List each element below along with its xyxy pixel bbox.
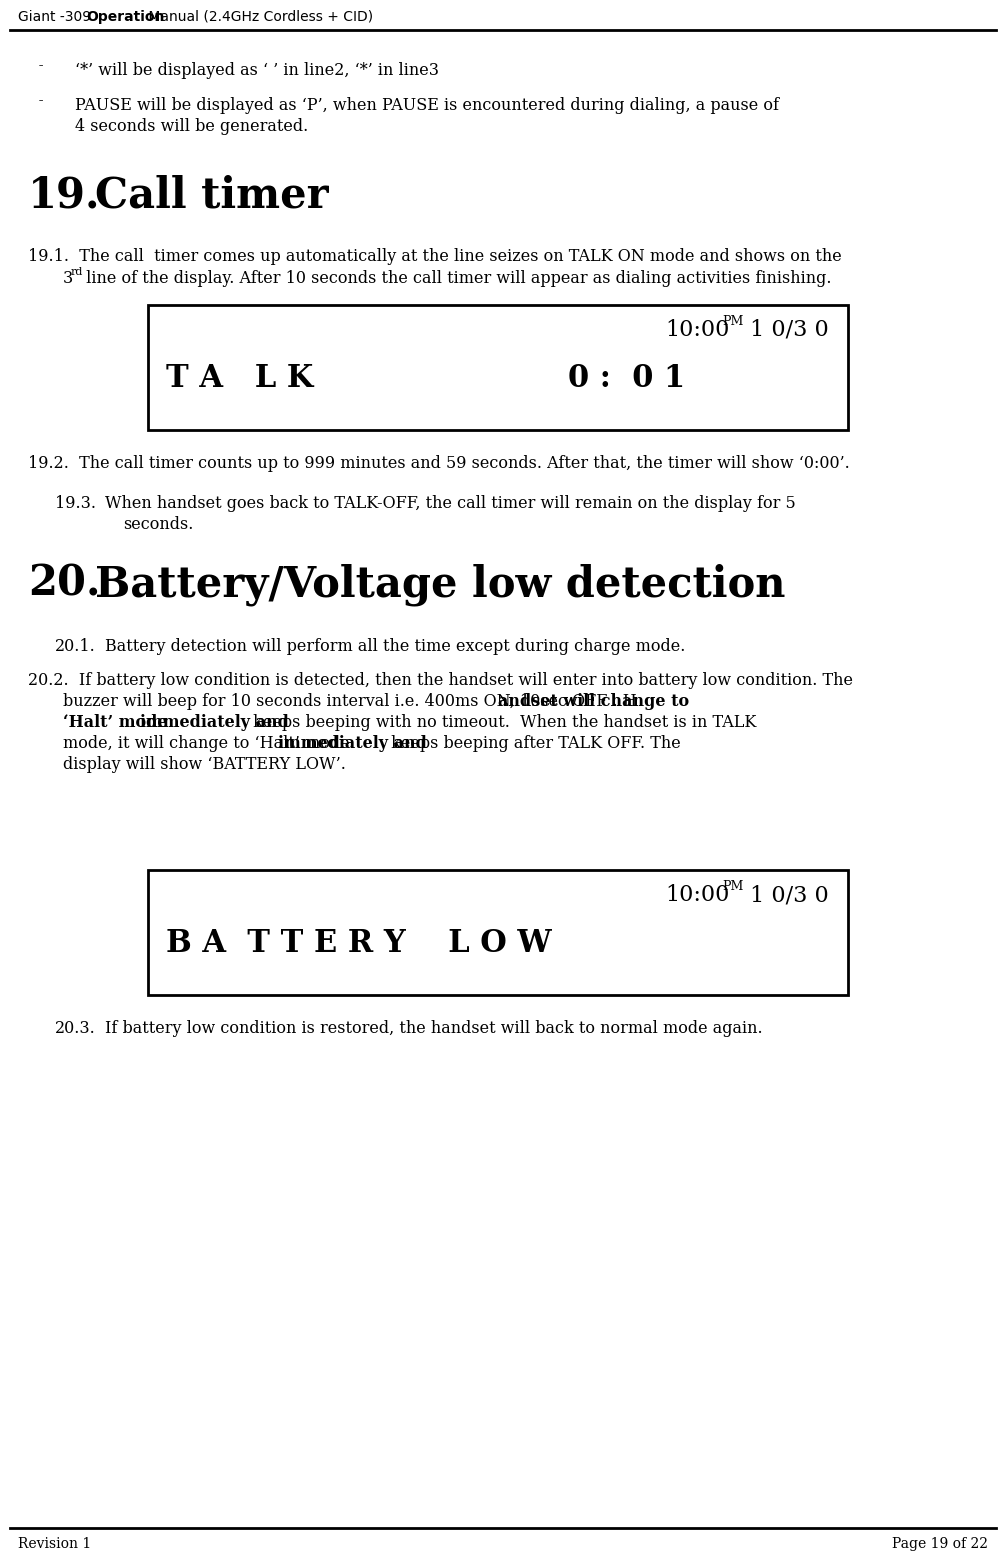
Bar [148,305,848,430]
Text: seconds.: seconds. [123,516,193,534]
Text: T A   L K: T A L K [166,363,314,394]
Text: PAUSE will be displayed as ‘P’, when PAUSE is encountered during dialing, a paus: PAUSE will be displayed as ‘P’, when PAU… [75,97,779,114]
Text: 20.: 20. [28,563,101,606]
Text: 10:00: 10:00 [665,319,729,341]
Text: ‘Halt’ mode: ‘Halt’ mode [63,714,173,731]
Text: 19.: 19. [28,175,101,218]
Text: keeps beeping with no timeout.  When the handset is in TALK: keeps beeping with no timeout. When the … [248,714,757,731]
Text: immediately and: immediately and [278,736,427,753]
Text: 3: 3 [63,271,73,286]
Text: mode, it will change to ‘Halt’ mode: mode, it will change to ‘Halt’ mode [63,736,355,753]
Text: 4 seconds will be generated.: 4 seconds will be generated. [75,117,308,135]
Text: Giant -309: Giant -309 [18,9,100,23]
Text: 0 :  0 1: 0 : 0 1 [568,363,685,394]
Text: 19.1.  The call  timer comes up automatically at the line seizes on TALK ON mode: 19.1. The call timer comes up automatica… [28,247,842,264]
Text: Battery detection will perform all the time except during charge mode.: Battery detection will perform all the t… [105,639,685,656]
Bar [148,870,848,995]
Text: 1 0/3 0: 1 0/3 0 [743,884,829,906]
Text: 20.3.: 20.3. [55,1020,96,1038]
Text: buzzer will beep for 10 seconds interval i.e. 400ms ON, 10sec OFF . H: buzzer will beep for 10 seconds interval… [63,693,637,711]
Text: Operation: Operation [86,9,164,23]
Text: 20.1.: 20.1. [55,639,96,656]
Text: Revision 1: Revision 1 [18,1537,92,1551]
Text: When handset goes back to TALK-OFF, the call timer will remain on the display fo: When handset goes back to TALK-OFF, the … [105,495,796,512]
Text: ¯: ¯ [38,100,44,113]
Text: rd: rd [71,268,83,277]
Text: 19.2.  The call timer counts up to 999 minutes and 59 seconds. After that, the t: 19.2. The call timer counts up to 999 mi… [28,455,850,473]
Text: 1 0/3 0: 1 0/3 0 [743,319,829,341]
Text: 20.2.  If battery low condition is detected, then the handset will enter into ba: 20.2. If battery low condition is detect… [28,671,853,689]
Text: Battery/Voltage low detection: Battery/Voltage low detection [95,563,786,606]
Text: line of the display. After 10 seconds the call timer will appear as dialing acti: line of the display. After 10 seconds th… [81,271,832,286]
Text: ‘*’ will be displayed as ‘ ’ in line2, ‘*’ in line3: ‘*’ will be displayed as ‘ ’ in line2, ‘… [75,63,439,78]
Text: immediately and: immediately and [140,714,289,731]
Text: 10:00: 10:00 [665,884,729,906]
Text: Page 19 of 22: Page 19 of 22 [892,1537,988,1551]
Text: display will show ‘BATTERY LOW’.: display will show ‘BATTERY LOW’. [63,756,346,773]
Text: 19.3.: 19.3. [55,495,96,512]
Text: andset will change to: andset will change to [498,693,689,711]
Text: B A  T T E R Y    L O W: B A T T E R Y L O W [166,928,551,959]
Text: ¯: ¯ [38,66,44,78]
Text: Call timer: Call timer [95,175,329,218]
Text: Manual (2.4GHz Cordless + CID): Manual (2.4GHz Cordless + CID) [144,9,373,23]
Text: keeps beeping after TALK OFF. The: keeps beeping after TALK OFF. The [386,736,681,753]
Text: PM: PM [722,315,743,329]
Text: PM: PM [722,880,743,894]
Text: If battery low condition is restored, the handset will back to normal mode again: If battery low condition is restored, th… [105,1020,763,1038]
